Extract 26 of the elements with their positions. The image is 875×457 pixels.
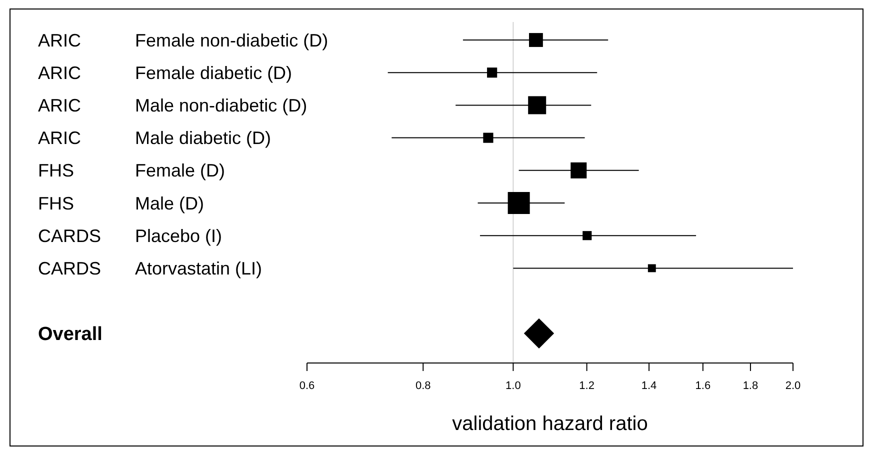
- y-tick-label: Placebo (I): [135, 226, 222, 246]
- y-tick-label: Male diabetic (D): [135, 128, 272, 148]
- y-tick-label: Female (D): [135, 160, 226, 181]
- x-tick-label: 1.8: [742, 380, 758, 392]
- text: Overall: [38, 324, 102, 346]
- text: ARIC: [38, 30, 82, 50]
- text: ARIC: [38, 96, 82, 116]
- text: ARIC: [38, 128, 82, 148]
- text: FHS: [38, 160, 74, 181]
- x-axis-title: validation hazard ratio: [452, 413, 648, 435]
- x-tick-label: 1.0: [506, 380, 521, 392]
- x-tick-label: 1.6: [695, 380, 711, 392]
- y-tick-label: Male non-diabetic (D): [135, 96, 308, 116]
- x-tick-label: 0.6: [299, 380, 315, 392]
- y-tick-label: Male (D): [135, 193, 204, 214]
- y-tick-label: Female non-diabetic (D): [135, 30, 328, 50]
- text: CARDS: [38, 226, 102, 246]
- x-tick-label: 2.0: [785, 380, 801, 392]
- x-tick-label: 1.4: [641, 380, 657, 392]
- x-tick-label: 1.2: [579, 380, 594, 392]
- y-tick-label: Female diabetic (D): [135, 62, 292, 83]
- text: CARDS: [38, 258, 102, 278]
- text: FHS: [38, 193, 74, 214]
- y-tick-label: Atorvastatin (LI): [135, 258, 262, 278]
- text: ARIC: [38, 62, 82, 83]
- x-tick-label: 0.8: [415, 380, 431, 392]
